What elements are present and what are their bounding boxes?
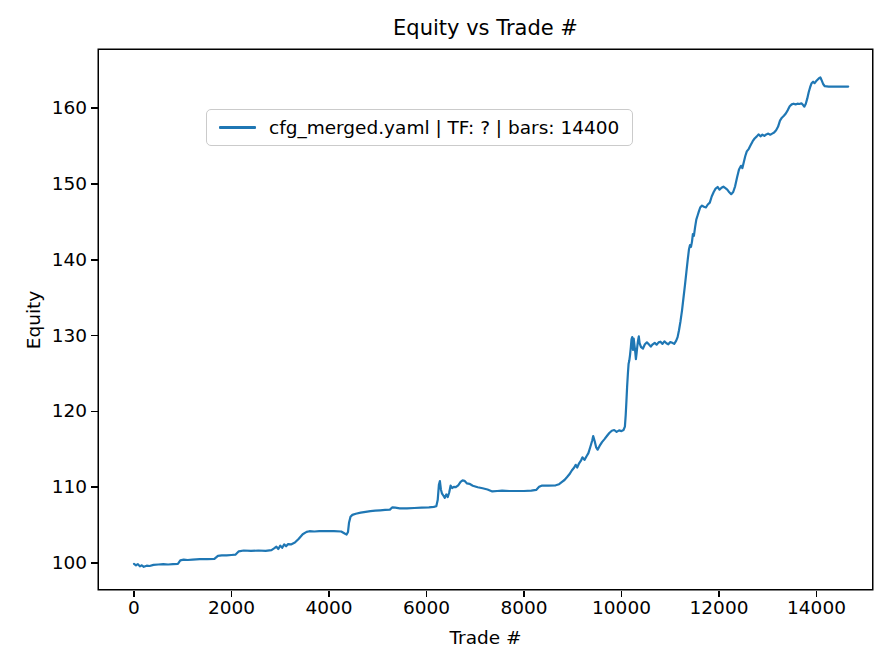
x-tick-label: 6000 bbox=[387, 597, 467, 619]
x-axis-label: Trade # bbox=[99, 626, 872, 649]
y-tick-mark bbox=[91, 335, 98, 337]
y-tick-label: 100 bbox=[30, 552, 87, 574]
legend-line-sample bbox=[219, 126, 256, 129]
y-tick-mark bbox=[91, 562, 98, 564]
equity-line bbox=[134, 78, 848, 567]
y-tick-mark bbox=[91, 107, 98, 109]
y-tick-mark bbox=[91, 259, 98, 261]
legend: cfg_merged.yaml | TF: ? | bars: 14400 bbox=[206, 109, 633, 146]
y-tick-mark bbox=[91, 486, 98, 488]
x-tick-label: 0 bbox=[94, 597, 174, 619]
x-tick-label: 8000 bbox=[484, 597, 564, 619]
chart-title: Equity vs Trade # bbox=[99, 15, 872, 41]
x-tick-label: 4000 bbox=[289, 597, 369, 619]
y-tick-label: 120 bbox=[30, 400, 87, 422]
y-tick-label: 150 bbox=[30, 173, 87, 195]
y-tick-label: 130 bbox=[30, 325, 87, 347]
legend-label: cfg_merged.yaml | TF: ? | bars: 14400 bbox=[269, 117, 619, 139]
y-tick-label: 110 bbox=[30, 476, 87, 498]
plot-area: cfg_merged.yaml | TF: ? | bars: 14400 bbox=[99, 50, 872, 589]
y-tick-label: 160 bbox=[30, 97, 87, 119]
y-tick-mark bbox=[91, 183, 98, 185]
figure: Equity vs Trade # Equity cfg_merged.yaml… bbox=[0, 0, 896, 672]
y-tick-mark bbox=[91, 411, 98, 413]
x-tick-label: 14000 bbox=[777, 597, 857, 619]
y-tick-label: 140 bbox=[30, 249, 87, 271]
x-tick-label: 12000 bbox=[679, 597, 759, 619]
x-tick-label: 2000 bbox=[192, 597, 272, 619]
x-tick-label: 10000 bbox=[582, 597, 662, 619]
